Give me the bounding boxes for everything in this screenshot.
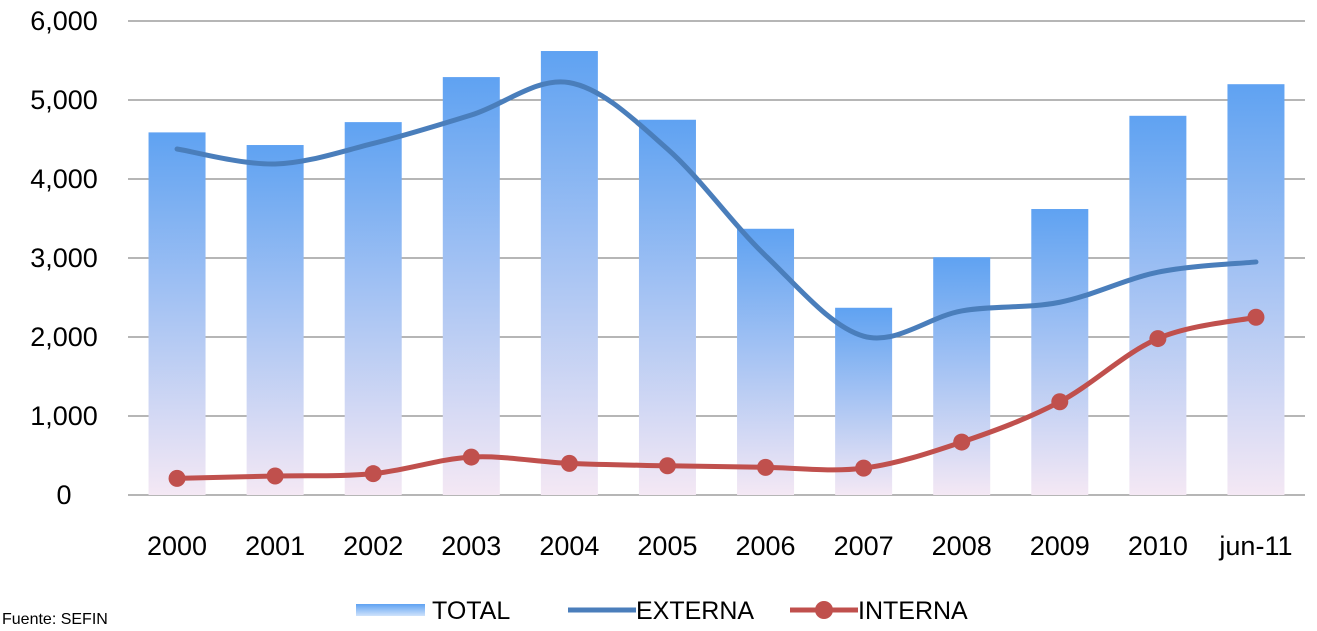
interna-point: [953, 433, 971, 451]
interna-point: [658, 457, 676, 475]
total-bar: [344, 122, 402, 496]
y-tick-label: 4,000: [30, 164, 98, 194]
interna-point: [364, 465, 382, 483]
y-axis-tick-labels: 0 1,000 2,000 3,000 4,000 5,000 6,000: [30, 6, 98, 510]
total-bar: [246, 145, 304, 495]
interna-point: [1149, 330, 1167, 348]
x-tick-label: 2001: [245, 531, 305, 561]
total-bar: [1031, 209, 1089, 495]
y-tick-label: 2,000: [30, 322, 98, 352]
x-tick-label: 2009: [1030, 531, 1090, 561]
x-tick-label: 2007: [834, 531, 894, 561]
x-tick-label: jun-11: [1218, 531, 1292, 561]
x-tick-label: 2006: [736, 531, 796, 561]
y-tick-label: 6,000: [30, 6, 98, 36]
total-bar: [540, 51, 598, 496]
interna-point: [266, 467, 284, 485]
interna-point: [855, 459, 873, 477]
x-tick-label: 2008: [932, 531, 992, 561]
y-tick-label: 1,000: [30, 401, 98, 431]
total-bar: [933, 257, 991, 495]
legend-label-externa: EXTERNA: [636, 597, 754, 625]
x-tick-label: 2002: [343, 531, 403, 561]
series-lines: [168, 79, 1265, 487]
x-tick-label: 2004: [539, 531, 599, 561]
x-axis-tick-labels: 2000 2001 2002 2003 2004 2005 2006 2007 2008 2009…: [147, 531, 1292, 561]
legend-label-interna: INTERNA: [858, 597, 968, 625]
source-note: Fuente: SEFIN: [2, 611, 108, 628]
total-bar: [638, 119, 696, 495]
interna-line: [174, 314, 1259, 481]
externa-line: [174, 79, 1259, 341]
legend: TOTAL EXTERNA INTERNA: [356, 597, 968, 625]
x-tick-label: 2005: [637, 531, 697, 561]
interna-point: [1247, 308, 1265, 326]
legend-swatch-total: [356, 604, 425, 616]
y-tick-label: 5,000: [30, 85, 98, 115]
interna-point: [560, 454, 578, 472]
total-bar: [148, 132, 206, 495]
total-bar: [442, 77, 500, 495]
total-bar: [1129, 115, 1187, 496]
y-tick-label: 3,000: [30, 243, 98, 273]
x-tick-label: 2003: [441, 531, 501, 561]
y-tick-label: 0: [56, 480, 71, 510]
total-bar: [737, 228, 795, 495]
interna-point: [1051, 393, 1069, 411]
interna-point: [168, 469, 186, 487]
interna-point: [462, 448, 480, 466]
x-tick-label: 2010: [1128, 531, 1188, 561]
total-bar: [1227, 84, 1285, 495]
gridlines: [128, 20, 1305, 496]
legend-label-total: TOTAL: [432, 597, 510, 625]
total-bars: [148, 51, 1285, 496]
legend-marker-interna: [815, 601, 833, 619]
interna-point: [757, 458, 775, 476]
x-tick-label: 2000: [147, 531, 207, 561]
